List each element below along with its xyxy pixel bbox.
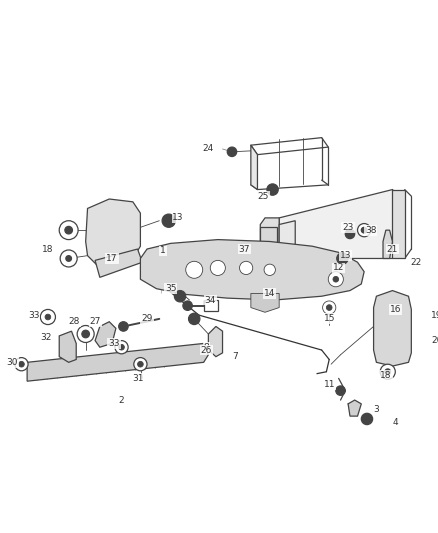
- Polygon shape: [383, 230, 392, 259]
- Polygon shape: [279, 221, 295, 259]
- Text: 4: 4: [392, 418, 398, 427]
- Circle shape: [361, 227, 367, 233]
- Text: 33: 33: [28, 311, 39, 320]
- Text: 13: 13: [339, 251, 351, 260]
- Circle shape: [82, 330, 89, 338]
- Circle shape: [134, 358, 147, 371]
- Polygon shape: [348, 400, 361, 416]
- Circle shape: [77, 326, 94, 343]
- Text: 21: 21: [387, 245, 398, 254]
- Circle shape: [333, 277, 339, 282]
- Circle shape: [328, 272, 343, 287]
- Circle shape: [183, 301, 192, 310]
- Polygon shape: [251, 145, 258, 190]
- Circle shape: [337, 253, 348, 264]
- Text: 33: 33: [108, 339, 120, 348]
- Circle shape: [240, 261, 253, 274]
- Circle shape: [15, 358, 28, 371]
- Text: 37: 37: [239, 245, 250, 254]
- Circle shape: [138, 361, 143, 367]
- Circle shape: [424, 338, 430, 343]
- Circle shape: [174, 290, 186, 302]
- Text: 28: 28: [69, 317, 80, 326]
- Circle shape: [345, 229, 355, 239]
- Text: 26: 26: [201, 345, 212, 354]
- Bar: [421, 317, 438, 330]
- Text: 3: 3: [374, 405, 379, 414]
- Polygon shape: [392, 190, 405, 259]
- Circle shape: [45, 314, 51, 320]
- Text: 31: 31: [132, 374, 143, 383]
- Circle shape: [186, 261, 203, 278]
- Text: 18: 18: [380, 371, 392, 380]
- Circle shape: [227, 147, 237, 157]
- Text: 13: 13: [173, 213, 184, 222]
- Text: 24: 24: [203, 144, 214, 154]
- Circle shape: [210, 260, 226, 276]
- Polygon shape: [279, 190, 405, 259]
- Polygon shape: [27, 343, 208, 381]
- Circle shape: [188, 313, 200, 325]
- Circle shape: [19, 361, 24, 367]
- Circle shape: [380, 364, 395, 379]
- Circle shape: [162, 214, 175, 227]
- Polygon shape: [260, 218, 279, 259]
- Circle shape: [323, 301, 336, 314]
- Text: 25: 25: [258, 192, 269, 200]
- Circle shape: [65, 227, 72, 234]
- Text: 27: 27: [89, 317, 101, 326]
- Polygon shape: [95, 249, 142, 277]
- Text: 29: 29: [141, 314, 153, 324]
- Bar: [260, 227, 277, 248]
- Text: 38: 38: [365, 225, 377, 235]
- Circle shape: [357, 223, 371, 237]
- Polygon shape: [59, 331, 76, 362]
- Circle shape: [66, 256, 71, 261]
- Polygon shape: [95, 322, 116, 347]
- Circle shape: [385, 369, 391, 375]
- Circle shape: [60, 250, 77, 267]
- Text: 20: 20: [431, 336, 438, 345]
- Text: 18: 18: [42, 245, 53, 254]
- Circle shape: [119, 322, 128, 331]
- Text: 17: 17: [106, 254, 118, 263]
- Text: 15: 15: [323, 314, 335, 324]
- Text: 1: 1: [160, 246, 166, 255]
- Circle shape: [361, 413, 373, 425]
- Circle shape: [115, 341, 128, 354]
- Text: 22: 22: [410, 258, 422, 266]
- Text: 2: 2: [119, 395, 124, 405]
- Text: 16: 16: [389, 305, 401, 314]
- Polygon shape: [251, 293, 279, 312]
- Circle shape: [59, 221, 78, 240]
- Circle shape: [267, 184, 278, 195]
- Text: 30: 30: [6, 358, 18, 367]
- Circle shape: [119, 344, 124, 350]
- Circle shape: [326, 305, 332, 310]
- Text: 8: 8: [204, 343, 209, 352]
- Polygon shape: [208, 326, 223, 357]
- Text: 14: 14: [264, 289, 276, 298]
- Text: 35: 35: [165, 284, 177, 293]
- Bar: [204, 300, 218, 311]
- Polygon shape: [374, 290, 411, 366]
- Text: 32: 32: [40, 333, 52, 342]
- Circle shape: [264, 264, 276, 276]
- Text: 19: 19: [431, 311, 438, 320]
- Text: 7: 7: [232, 352, 238, 361]
- Text: 11: 11: [323, 381, 335, 390]
- Circle shape: [420, 333, 435, 348]
- Circle shape: [40, 310, 56, 325]
- Text: 12: 12: [333, 263, 344, 272]
- Circle shape: [336, 386, 345, 395]
- Text: 23: 23: [343, 223, 354, 232]
- Text: 34: 34: [205, 295, 216, 304]
- Polygon shape: [141, 240, 364, 300]
- Polygon shape: [86, 199, 141, 268]
